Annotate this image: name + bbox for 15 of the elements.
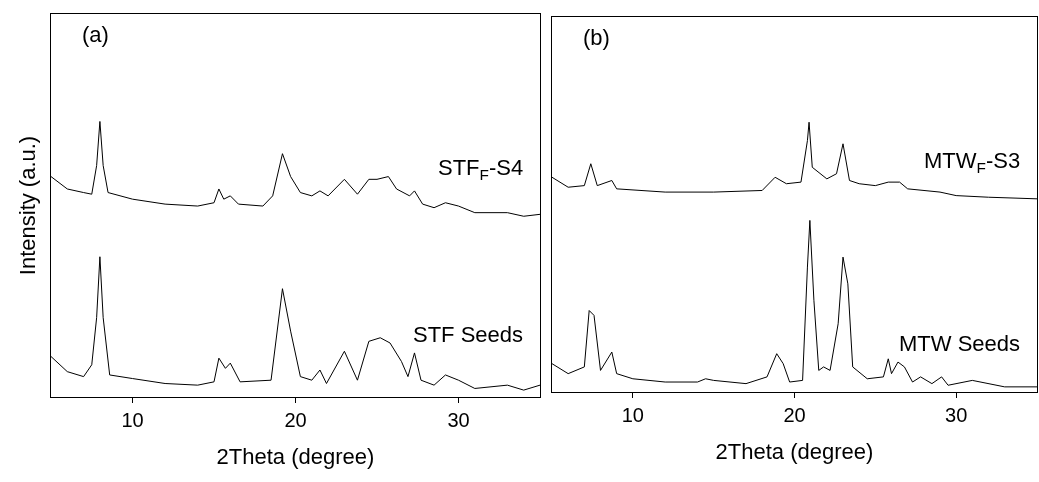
series-label: MTW Seeds bbox=[899, 331, 1021, 356]
x-tick-label: 30 bbox=[447, 409, 470, 431]
x-tick-label: 10 bbox=[121, 409, 144, 431]
text: (b) bbox=[583, 25, 610, 50]
x-tick-label: 20 bbox=[284, 409, 307, 431]
x-axis-title: 2Theta (degree) bbox=[715, 438, 874, 464]
x-tick-label: 30 bbox=[945, 404, 968, 426]
x-axis-title: 2Theta (degree) bbox=[216, 443, 375, 469]
series-label: MTW$_{F}$-S3 bbox=[924, 148, 1021, 176]
series-label: STF$_{F}$-S4 bbox=[438, 155, 524, 183]
series-label: STF Seeds bbox=[413, 322, 524, 347]
x-tick-label: 10 bbox=[621, 404, 644, 426]
x-tick-label: 20 bbox=[783, 404, 806, 426]
y-axis-title: Intensity (a.u.) bbox=[14, 135, 40, 276]
text: (a) bbox=[82, 22, 109, 47]
